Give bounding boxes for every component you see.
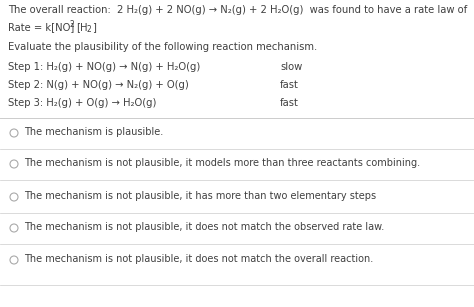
Text: Step 2: N(g) + NO(g) → N₂(g) + O(g): Step 2: N(g) + NO(g) → N₂(g) + O(g) xyxy=(8,80,189,90)
Text: 2: 2 xyxy=(70,20,75,29)
Text: The mechanism is not plausible, it models more than three reactants combining.: The mechanism is not plausible, it model… xyxy=(24,158,420,168)
Text: The mechanism is not plausible, it does not match the overall reaction.: The mechanism is not plausible, it does … xyxy=(24,254,373,264)
Text: The overall reaction:  2 H₂(g) + 2 NO(g) → N₂(g) + 2 H₂O(g)  was found to have a: The overall reaction: 2 H₂(g) + 2 NO(g) … xyxy=(8,5,467,15)
Text: The mechanism is not plausible, it does not match the observed rate law.: The mechanism is not plausible, it does … xyxy=(24,222,384,232)
Text: ]: ] xyxy=(92,22,96,32)
Text: fast: fast xyxy=(280,98,299,108)
Text: 2: 2 xyxy=(87,25,92,34)
Text: Step 3: H₂(g) + O(g) → H₂O(g): Step 3: H₂(g) + O(g) → H₂O(g) xyxy=(8,98,156,108)
Text: Rate = k[NO]: Rate = k[NO] xyxy=(8,22,74,32)
Text: The mechanism is plausible.: The mechanism is plausible. xyxy=(24,127,163,137)
Text: slow: slow xyxy=(280,62,302,72)
Text: Evaluate the plausibility of the following reaction mechanism.: Evaluate the plausibility of the followi… xyxy=(8,42,317,52)
Text: The mechanism is not plausible, it has more than two elementary steps: The mechanism is not plausible, it has m… xyxy=(24,191,376,201)
Text: Step 1: H₂(g) + NO(g) → N(g) + H₂O(g): Step 1: H₂(g) + NO(g) → N(g) + H₂O(g) xyxy=(8,62,200,72)
Text: fast: fast xyxy=(280,80,299,90)
Text: [H: [H xyxy=(76,22,88,32)
